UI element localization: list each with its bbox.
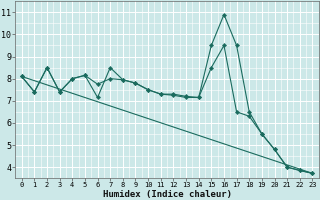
X-axis label: Humidex (Indice chaleur): Humidex (Indice chaleur) — [103, 190, 232, 199]
